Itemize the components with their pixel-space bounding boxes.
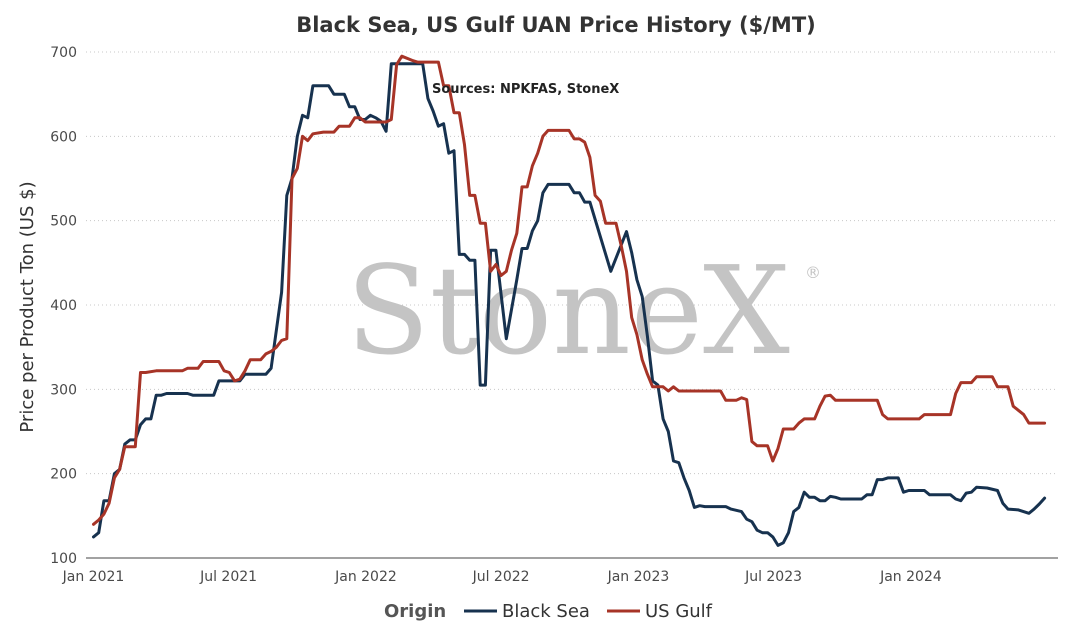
series-line-black-sea <box>92 62 1047 547</box>
legend-label-black-sea: Black Sea <box>502 601 590 622</box>
x-tick-label: Jan 2021 <box>62 569 125 585</box>
legend: Origin Black Sea US Gulf <box>384 601 713 622</box>
x-tick-label: Jan 2022 <box>334 569 397 585</box>
y-tick-label: 500 <box>50 214 77 230</box>
y-tick-label: 400 <box>50 298 77 314</box>
stonex-watermark: StoneX <box>346 240 790 382</box>
legend-label-us-gulf: US Gulf <box>645 601 713 622</box>
y-tick-label: 100 <box>50 551 77 567</box>
legend-title: Origin <box>384 601 446 622</box>
chart-title: Black Sea, US Gulf UAN Price History ($/… <box>296 13 816 37</box>
y-tick-label: 200 <box>50 467 77 483</box>
y-tick-label: 600 <box>50 129 77 145</box>
x-tick-label: Jul 2022 <box>472 569 530 585</box>
x-axis-ticks: Jan 2021 Jul 2021 Jan 2022 Jul 2022 Jan 2023… <box>62 569 942 585</box>
sources-annotation: Sources: NPKFAS, StoneX <box>432 82 619 97</box>
series-line-us-gulf <box>92 54 1047 526</box>
watermark: StoneX ® <box>346 240 821 382</box>
x-tick-label: Jul 2023 <box>744 569 802 585</box>
registered-mark-icon: ® <box>805 263 821 282</box>
x-tick-label: Jan 2024 <box>879 569 942 585</box>
y-tick-label: 300 <box>50 382 77 398</box>
y-tick-label: 700 <box>50 45 77 61</box>
series-lines <box>92 54 1047 547</box>
y-axis-ticks: 100 200 300 400 500 600 700 <box>50 45 77 567</box>
y-axis-label: Price per Product Ton (US $) <box>17 181 38 432</box>
x-tick-label: Jan 2023 <box>607 569 670 585</box>
x-tick-label: Jul 2021 <box>199 569 257 585</box>
